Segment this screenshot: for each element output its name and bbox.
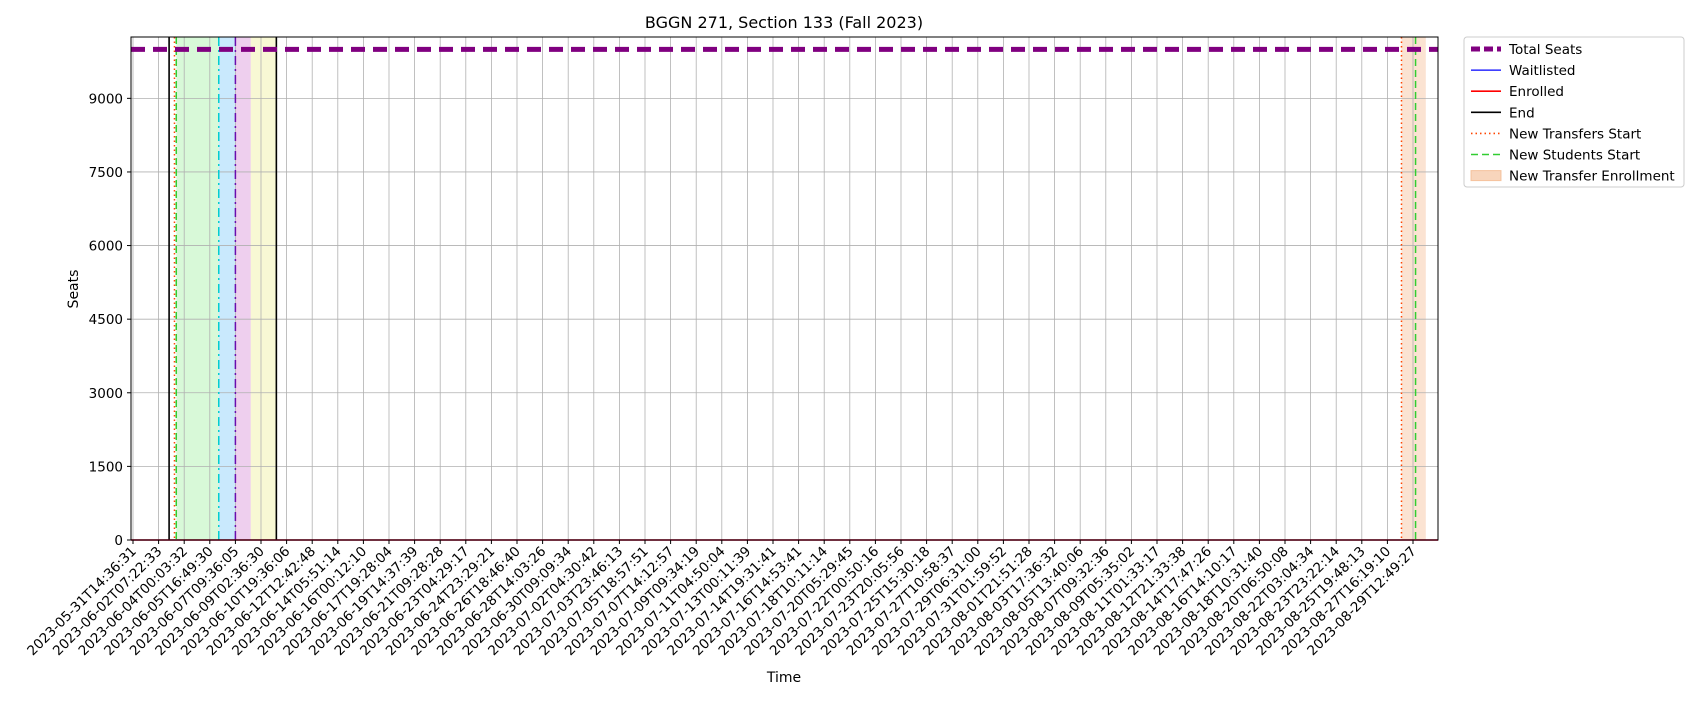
y-tick-label: 9000	[89, 91, 123, 107]
y-tick-label: 3000	[89, 386, 123, 402]
x-axis-ticks: 2023-05-31T14:36:312023-06-02T07:22:3320…	[24, 540, 1420, 659]
chart-legend: Total Seats Waitlisted Enrolled End New Tran…	[1463, 36, 1685, 188]
y-tick-label: 0	[114, 533, 123, 549]
shaded-region-1	[218, 37, 236, 540]
chart-title: BGGN 271, Section 133 (Fall 2023)	[645, 13, 923, 32]
y-axis-ticks: 0 1500 3000 4500 6000 7500 9000	[89, 91, 131, 549]
shaded-region-2	[235, 37, 251, 540]
legend-label: Enrolled	[1509, 84, 1564, 100]
shaded-region-4	[1401, 37, 1426, 540]
y-axis-label: Seats	[66, 270, 82, 309]
legend-label: New Transfers Start	[1509, 126, 1641, 142]
legend-swatch	[1470, 170, 1502, 182]
legend-frame	[1463, 36, 1685, 188]
y-tick-label: 1500	[89, 459, 123, 475]
grid-lines	[131, 37, 1438, 541]
y-tick-label: 7500	[89, 165, 123, 181]
legend-label: Waitlisted	[1509, 63, 1576, 79]
legend-label: End	[1509, 105, 1535, 121]
legend-items: Total Seats Waitlisted Enrolled End New Tran…	[1470, 42, 1675, 185]
legend-label: New Transfer Enrollment	[1509, 169, 1675, 185]
legend-label: New Students Start	[1509, 148, 1640, 164]
shaded-region-0	[176, 37, 219, 540]
y-tick-label: 4500	[89, 312, 123, 328]
shaded-regions	[176, 37, 1426, 540]
legend-label: Total Seats	[1508, 42, 1582, 58]
plot-frame	[130, 36, 1439, 541]
x-axis-label: Time	[766, 670, 801, 686]
y-tick-label: 6000	[89, 239, 123, 255]
vertical-marker-lines	[168, 37, 1417, 540]
shaded-region-3	[250, 37, 277, 540]
